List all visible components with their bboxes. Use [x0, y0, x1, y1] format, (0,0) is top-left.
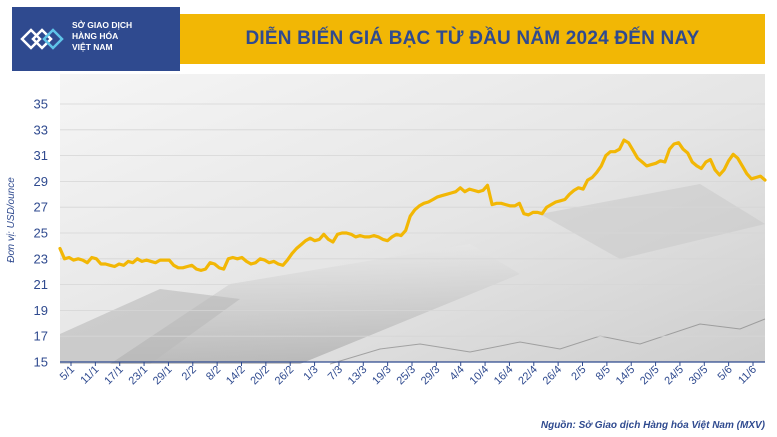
mxv-logo-icon [20, 28, 64, 50]
x-tick-label: 2/2 [180, 364, 199, 383]
x-tick-label: 30/5 [687, 364, 711, 388]
logo-line-1: SỞ GIAO DỊCH [72, 20, 133, 30]
x-tick-label: 10/4 [468, 364, 492, 388]
x-tick-label: 29/1 [151, 364, 175, 388]
y-tick-label: 17 [34, 329, 48, 344]
y-tick-label: 15 [34, 355, 48, 370]
y-tick-label: 25 [34, 226, 48, 241]
x-tick-label: 5/6 [715, 364, 734, 383]
x-tick-label: 14/5 [614, 364, 638, 388]
x-tick-label: 13/3 [346, 364, 370, 388]
x-tick-label: 8/2 [204, 364, 223, 383]
chart-title: DIỄN BIẾN GIÁ BẠC TỪ ĐẦU NĂM 2024 ĐẾN NA… [245, 28, 700, 49]
x-tick-label: 26/2 [273, 364, 297, 388]
title-bar: DIỄN BIẾN GIÁ BẠC TỪ ĐẦU NĂM 2024 ĐẾN NA… [180, 14, 765, 64]
y-tick-label: 23 [34, 251, 48, 266]
x-tick-label: 20/2 [248, 364, 272, 388]
x-tick-label: 11/6 [736, 364, 759, 387]
x-tick-label: 20/5 [638, 364, 662, 388]
logo-line-2: HÀNG HÓA [72, 31, 119, 41]
x-tick-label: 7/3 [326, 364, 345, 383]
x-tick-label: 22/4 [516, 364, 540, 388]
x-tick-label: 14/2 [224, 364, 248, 388]
x-tick-label: 5/1 [58, 364, 77, 383]
y-tick-label: 35 [34, 97, 48, 112]
header: SỞ GIAO DỊCH HÀNG HÓA VIỆT NAM DIỄN BIẾN… [0, 0, 777, 74]
x-tick-label: 2/5 [569, 364, 588, 383]
x-tick-label: 19/3 [370, 364, 394, 388]
y-tick-label: 29 [34, 174, 48, 189]
y-tick-label: 19 [34, 303, 48, 318]
x-tick-label: 29/3 [419, 364, 443, 388]
x-tick-label: 4/4 [448, 364, 467, 383]
x-tick-label: 23/1 [127, 364, 151, 388]
background-art [60, 74, 766, 365]
y-tick-label: 33 [34, 122, 48, 137]
y-axis-ticks: 15 17 19 21 23 25 27 29 31 33 35 [34, 97, 48, 370]
x-tick-label: 17/1 [102, 364, 126, 388]
y-axis-label: Đơn vị: USD/ounce [6, 177, 17, 263]
y-tick-label: 27 [34, 200, 48, 215]
logo-line-3: VIỆT NAM [72, 42, 113, 52]
x-axis-ticks: 5/1 11/1 17/1 23/1 29/1 2/2 8/2 14/2 20/2 26/2 1/3… [58, 362, 759, 387]
x-tick-label: 26/4 [541, 364, 565, 388]
source-note: Nguồn: Sở Giao dịch Hàng hóa Việt Nam (M… [540, 420, 765, 431]
y-tick-label: 21 [34, 277, 48, 292]
x-tick-label: 1/3 [301, 364, 320, 383]
x-tick-label: 24/5 [662, 364, 686, 388]
mxv-logo: SỞ GIAO DỊCH HÀNG HÓA VIỆT NAM [12, 7, 180, 71]
silver-price-line [58, 138, 767, 272]
x-tick-label: 16/4 [492, 364, 516, 388]
x-tick-label: 11/1 [78, 364, 101, 387]
y-tick-label: 31 [34, 148, 48, 163]
grid [60, 103, 765, 337]
x-tick-label: 25/3 [394, 364, 418, 388]
x-tick-label: 8/5 [594, 364, 613, 383]
logo-text: SỞ GIAO DỊCH HÀNG HÓA VIỆT NAM [72, 20, 132, 53]
